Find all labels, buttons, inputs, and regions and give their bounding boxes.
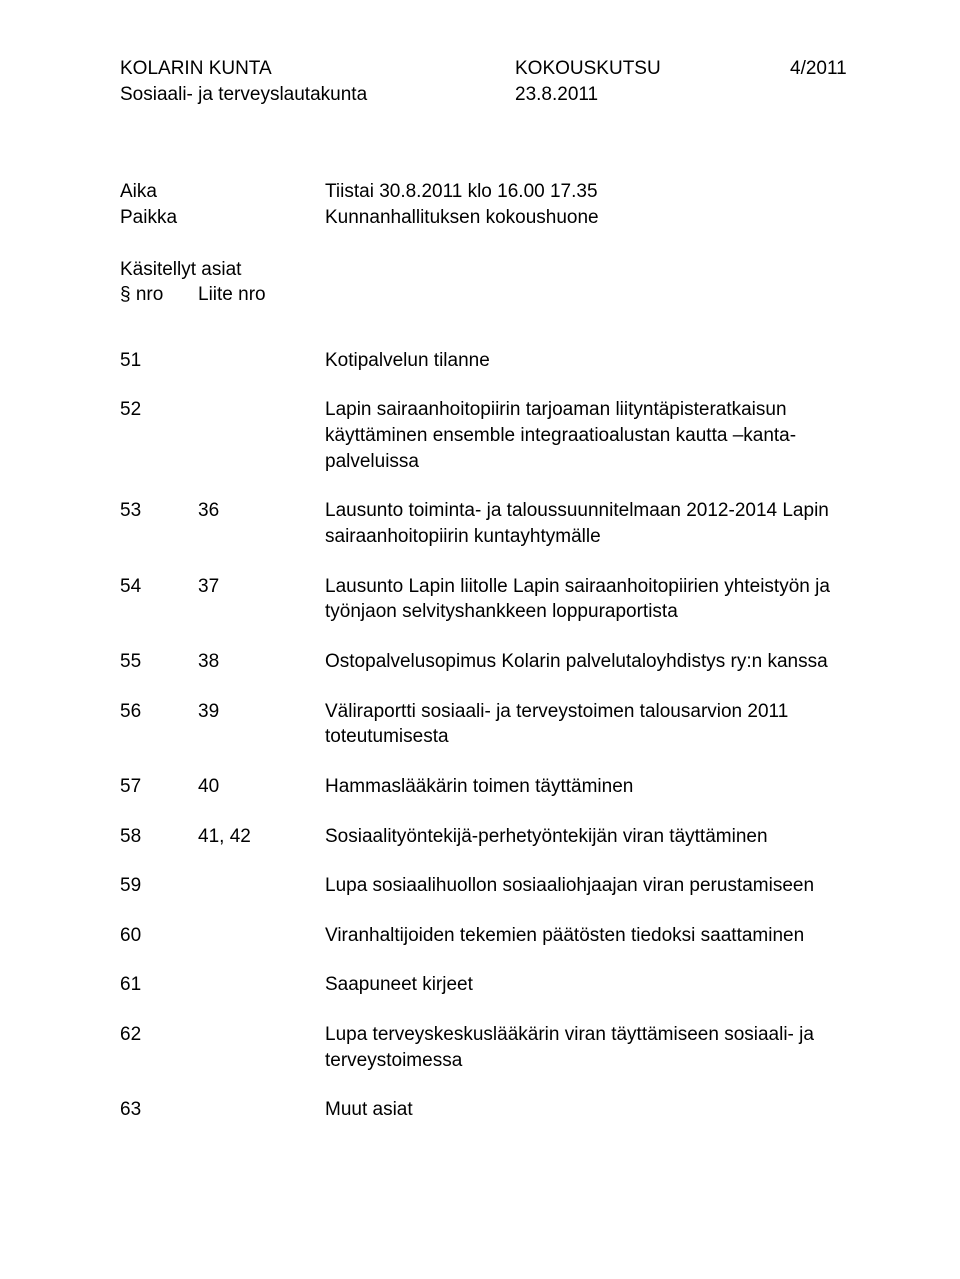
agenda-item-liite: 37 (198, 574, 325, 625)
agenda-item-text: Väliraportti sosiaali- ja terveystoimen … (325, 699, 870, 750)
spacer (120, 107, 870, 179)
agenda-item-nro: 54 (120, 574, 198, 625)
time-value: Tiistai 30.8.2011 klo 16.00 17.35 (325, 179, 870, 205)
agenda-item-nro: 55 (120, 649, 198, 675)
agenda-item-nro: 53 (120, 498, 198, 549)
agenda-item-text: Muut asiat (325, 1097, 870, 1123)
agenda-item-nro: 59 (120, 873, 198, 899)
header-mid: KOKOUSKUTSU 23.8.2011 (515, 56, 725, 107)
agenda-item-text: Sosiaalityöntekijä-perhetyöntekijän vira… (325, 824, 870, 850)
agenda-item-text: Viranhaltijoiden tekemien päätösten tied… (325, 923, 870, 949)
agenda-item: 52 Lapin sairaanhoitopiirin tarjoaman lii… (120, 397, 870, 474)
agenda-item-liite (198, 397, 325, 474)
place-row: Paikka Kunnanhallituksen kokoushuone (120, 205, 870, 231)
agenda-list: 51 Kotipalvelun tilanne 52 Lapin sairaanhoi… (120, 348, 870, 1123)
agenda-item: 61 Saapuneet kirjeet (120, 972, 870, 998)
agenda-item: 5740Hammaslääkärin toimen täyttäminen (120, 774, 870, 800)
agenda-item-liite (198, 1022, 325, 1073)
document-header: KOLARIN KUNTA Sosiaali- ja terveyslautak… (120, 56, 870, 107)
agenda-item-liite: 40 (198, 774, 325, 800)
agenda-item-liite (198, 1097, 325, 1123)
agenda-item-text: Lausunto Lapin liitolle Lapin sairaanhoi… (325, 574, 870, 625)
agenda-item-nro: 57 (120, 774, 198, 800)
agenda-item-nro: 58 (120, 824, 198, 850)
agenda-item-liite (198, 873, 325, 899)
agenda-item-text: Ostopalvelusopimus Kolarin palvelutaloyh… (325, 649, 870, 675)
agenda-item-nro: 60 (120, 923, 198, 949)
agenda-item: 5538Ostopalvelusopimus Kolarin palveluta… (120, 649, 870, 675)
agenda-item-liite: 36 (198, 498, 325, 549)
agenda-item: 60 Viranhaltijoiden tekemien päätösten ti… (120, 923, 870, 949)
agenda-item: 5841, 42Sosiaalityöntekijä-perhetyönteki… (120, 824, 870, 850)
board-name: Sosiaali- ja terveyslautakunta (120, 82, 450, 108)
spacer (120, 308, 870, 348)
agenda-item-text: Lupa sosiaalihuollon sosiaaliohjaajan vi… (325, 873, 870, 899)
agenda-item: 5336Lausunto toiminta- ja taloussuunnite… (120, 498, 870, 549)
doc-number: 4/2011 (790, 56, 870, 82)
header-right: 4/2011 (790, 56, 870, 107)
agenda-item-liite: 38 (198, 649, 325, 675)
col-label-nro: § nro (120, 282, 198, 308)
agenda-item: 59 Lupa sosiaalihuollon sosiaaliohjaajan … (120, 873, 870, 899)
agenda-item-liite (198, 972, 325, 998)
agenda-item-nro: 62 (120, 1022, 198, 1073)
agenda-item-nro: 56 (120, 699, 198, 750)
header-left: KOLARIN KUNTA Sosiaali- ja terveyslautak… (120, 56, 450, 107)
page: KOLARIN KUNTA Sosiaali- ja terveyslautak… (0, 0, 960, 1279)
spacer (120, 231, 870, 257)
col-label-liite: Liite nro (198, 282, 325, 308)
column-labels: § nro Liite nro (120, 282, 870, 308)
agenda-item-text: Lupa terveyskeskuslääkärin viran täyttäm… (325, 1022, 870, 1073)
agenda-item: 5437Lausunto Lapin liitolle Lapin sairaa… (120, 574, 870, 625)
col-label-text (325, 282, 870, 308)
agenda-item-text: Kotipalvelun tilanne (325, 348, 870, 374)
agenda-item-text: Saapuneet kirjeet (325, 972, 870, 998)
agenda-item: 51 Kotipalvelun tilanne (120, 348, 870, 374)
agenda-item-nro: 61 (120, 972, 198, 998)
time-label: Aika (120, 179, 325, 205)
agenda-item-nro: 63 (120, 1097, 198, 1123)
time-row: Aika Tiistai 30.8.2011 klo 16.00 17.35 (120, 179, 870, 205)
agenda-item-liite (198, 923, 325, 949)
agenda-heading: Käsitellyt asiat § nro Liite nro (120, 257, 870, 308)
agenda-item-liite (198, 348, 325, 374)
agenda-item-liite: 39 (198, 699, 325, 750)
agenda-item: 5639Väliraportti sosiaali- ja terveystoi… (120, 699, 870, 750)
agenda-item-text: Lapin sairaanhoitopiirin tarjoaman liity… (325, 397, 870, 474)
agenda-item-nro: 51 (120, 348, 198, 374)
agenda-item-nro: 52 (120, 397, 198, 474)
doc-date: 23.8.2011 (515, 82, 725, 108)
agenda-item-liite: 41, 42 (198, 824, 325, 850)
agenda-heading-text: Käsitellyt asiat (120, 257, 870, 283)
doc-type: KOKOUSKUTSU (515, 56, 725, 82)
agenda-item: 63 Muut asiat (120, 1097, 870, 1123)
place-label: Paikka (120, 205, 325, 231)
agenda-item-text: Lausunto toiminta- ja taloussuunnitelmaa… (325, 498, 870, 549)
org-name: KOLARIN KUNTA (120, 56, 450, 82)
agenda-item-text: Hammaslääkärin toimen täyttäminen (325, 774, 870, 800)
place-value: Kunnanhallituksen kokoushuone (325, 205, 870, 231)
agenda-item: 62 Lupa terveyskeskuslääkärin viran täytt… (120, 1022, 870, 1073)
